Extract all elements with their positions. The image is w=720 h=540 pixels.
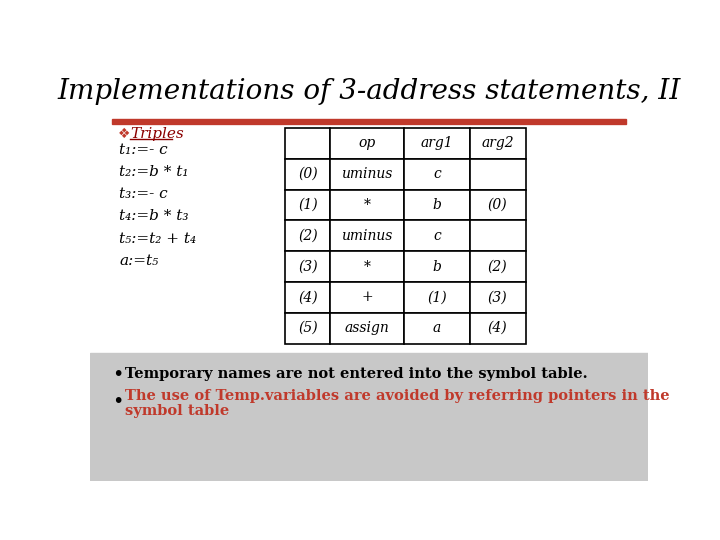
Text: •: • (112, 365, 123, 384)
Text: (1): (1) (298, 198, 318, 212)
Bar (285, 190, 330, 220)
Bar (112, 126, 626, 351)
Text: arg1: arg1 (420, 136, 453, 150)
Text: (4): (4) (298, 291, 318, 305)
Text: a:=t₅: a:=t₅ (120, 254, 158, 268)
Text: The use of Temp.variables are avoided by referring pointers in the: The use of Temp.variables are avoided by… (125, 389, 670, 403)
Bar (285, 282, 330, 313)
Text: t₅:=t₂ + t₄: t₅:=t₂ + t₄ (120, 232, 197, 246)
Text: t₃:=- c: t₃:=- c (120, 187, 168, 201)
Bar (330, 313, 404, 343)
Bar (469, 128, 526, 159)
Text: (0): (0) (298, 167, 318, 181)
Text: uminus: uminus (341, 167, 392, 181)
Text: ❖: ❖ (118, 127, 130, 141)
Text: (4): (4) (488, 321, 508, 335)
Bar (469, 313, 526, 343)
Text: b: b (433, 260, 441, 274)
Text: c: c (433, 229, 441, 243)
Text: uminus: uminus (341, 229, 392, 243)
Bar (285, 220, 330, 251)
Text: *: * (364, 198, 371, 212)
Text: c: c (433, 167, 441, 181)
Text: assign: assign (345, 321, 390, 335)
Bar (330, 220, 404, 251)
Bar (285, 251, 330, 282)
Bar (404, 128, 469, 159)
Text: op: op (359, 136, 376, 150)
Bar (469, 190, 526, 220)
Bar (469, 282, 526, 313)
Bar (404, 251, 469, 282)
Bar (330, 128, 404, 159)
Bar (285, 313, 330, 343)
Bar (404, 190, 469, 220)
Text: (0): (0) (488, 198, 508, 212)
Bar (404, 282, 469, 313)
Text: (3): (3) (298, 260, 318, 274)
Text: +: + (361, 291, 373, 305)
Text: (2): (2) (298, 229, 318, 243)
Text: Temporary names are not entered into the symbol table.: Temporary names are not entered into the… (125, 367, 588, 381)
Bar (330, 159, 404, 190)
Bar (112, 119, 626, 124)
Text: t₂:=b * t₁: t₂:=b * t₁ (120, 165, 189, 179)
Bar (469, 159, 526, 190)
Bar (90, 353, 648, 481)
Bar (469, 220, 526, 251)
Text: t₁:=- c: t₁:=- c (120, 143, 168, 157)
Text: t₄:=b * t₃: t₄:=b * t₃ (120, 210, 189, 224)
Bar (404, 313, 469, 343)
Bar (404, 220, 469, 251)
Text: *: * (364, 260, 371, 274)
Text: Triples: Triples (130, 127, 184, 141)
Text: •: • (112, 392, 123, 411)
Bar (469, 251, 526, 282)
Text: (2): (2) (488, 260, 508, 274)
Bar (330, 190, 404, 220)
Bar (330, 251, 404, 282)
Text: symbol table: symbol table (125, 404, 229, 418)
Text: arg2: arg2 (482, 136, 514, 150)
Bar (404, 159, 469, 190)
Text: a: a (433, 321, 441, 335)
Bar (285, 159, 330, 190)
Text: b: b (433, 198, 441, 212)
Text: Implementations of 3-address statements, II: Implementations of 3-address statements,… (58, 78, 680, 105)
Text: (1): (1) (427, 291, 446, 305)
Text: (5): (5) (298, 321, 318, 335)
Bar (330, 282, 404, 313)
Bar (285, 128, 330, 159)
Text: (3): (3) (488, 291, 508, 305)
